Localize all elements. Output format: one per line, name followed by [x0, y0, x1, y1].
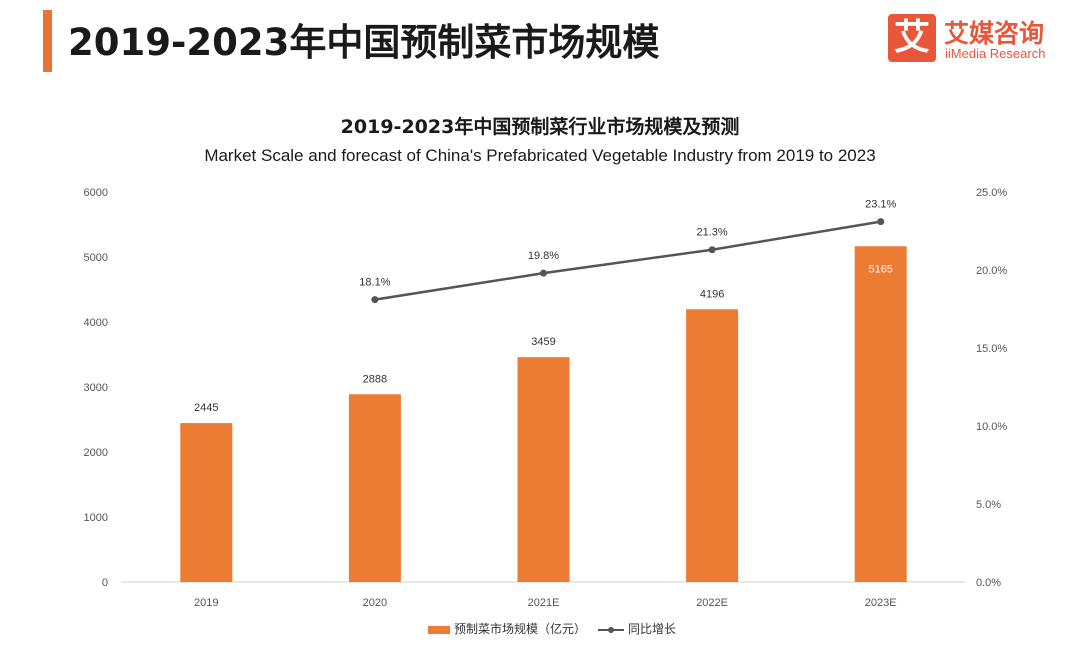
y-axis-tick-label: 5000 — [84, 252, 108, 264]
chart-subtitle: Market Scale and forecast of China's Pre… — [204, 146, 876, 165]
x-axis-tick-label: 2020 — [363, 597, 387, 609]
y-axis-tick-label: 3000 — [84, 382, 108, 394]
legend-bar-label: 预制菜市场规模（亿元） — [454, 622, 587, 636]
bar-value-label: 4196 — [700, 288, 724, 300]
bar-2019 — [180, 423, 233, 582]
growth-point — [877, 218, 885, 226]
chart-legend: 预制菜市场规模（亿元） 同比增长 — [0, 620, 1080, 640]
bar-2023E — [854, 246, 907, 582]
y2-axis-tick-label: 10.0% — [976, 421, 1007, 433]
bar-value-label: 2888 — [363, 373, 387, 385]
y-axis-tick-label: 4000 — [84, 317, 108, 329]
growth-point — [371, 296, 379, 304]
x-axis-tick-label: 2023E — [865, 597, 897, 609]
legend-item-bar: 预制菜市场规模（亿元） — [428, 620, 586, 637]
growth-value-label: 21.3% — [696, 227, 727, 239]
y-axis-tick-label: 6000 — [84, 187, 108, 199]
growth-value-label: 23.1% — [865, 199, 896, 211]
page-title: 2019-2023年中国预制菜市场规模 — [68, 21, 660, 64]
legend-bar-swatch-icon — [428, 625, 450, 634]
bar-value-label: 2445 — [194, 402, 218, 414]
growth-value-label: 19.8% — [528, 250, 559, 262]
growth-point — [540, 269, 547, 277]
y2-axis-tick-label: 15.0% — [976, 343, 1007, 355]
legend-line-label: 同比增长 — [628, 622, 677, 636]
y-axis-tick-label: 2000 — [84, 447, 108, 459]
brand-subtitle: iiMedia Research — [945, 46, 1046, 61]
bar-2022E — [686, 309, 739, 582]
bar-2020 — [348, 394, 401, 582]
growth-point — [708, 246, 716, 254]
brand-name: 艾媒咨询 — [944, 19, 1045, 48]
chart-title: 2019-2023年中国预制菜行业市场规模及预测 — [340, 116, 740, 138]
bar-value-label: 3459 — [531, 336, 555, 348]
bar-value-label: 5165 — [868, 263, 892, 275]
brand-logo-icon: 艾 — [888, 14, 936, 62]
y-axis-tick-label: 1000 — [84, 512, 108, 524]
y2-axis-tick-label: 25.0% — [976, 187, 1007, 199]
bar-2021E — [517, 357, 570, 582]
brand-logo-block: 艾 艾媒咨询 iiMedia Research — [888, 14, 1068, 66]
y-axis-tick-label: 0 — [102, 577, 108, 589]
title-accent-bar — [43, 10, 52, 72]
x-axis-tick-label: 2019 — [194, 597, 218, 609]
y2-axis-tick-label: 5.0% — [976, 499, 1001, 511]
legend-line-swatch-icon — [598, 626, 624, 634]
y2-axis-tick-label: 0.0% — [976, 577, 1001, 589]
x-axis-tick-label: 2022E — [696, 597, 728, 609]
legend-item-line: 同比增长 — [598, 620, 676, 637]
growth-value-label: 18.1% — [359, 277, 390, 289]
x-axis-tick-label: 2021E — [528, 597, 560, 609]
y2-axis-tick-label: 20.0% — [976, 265, 1007, 277]
growth-line — [374, 220, 881, 301]
